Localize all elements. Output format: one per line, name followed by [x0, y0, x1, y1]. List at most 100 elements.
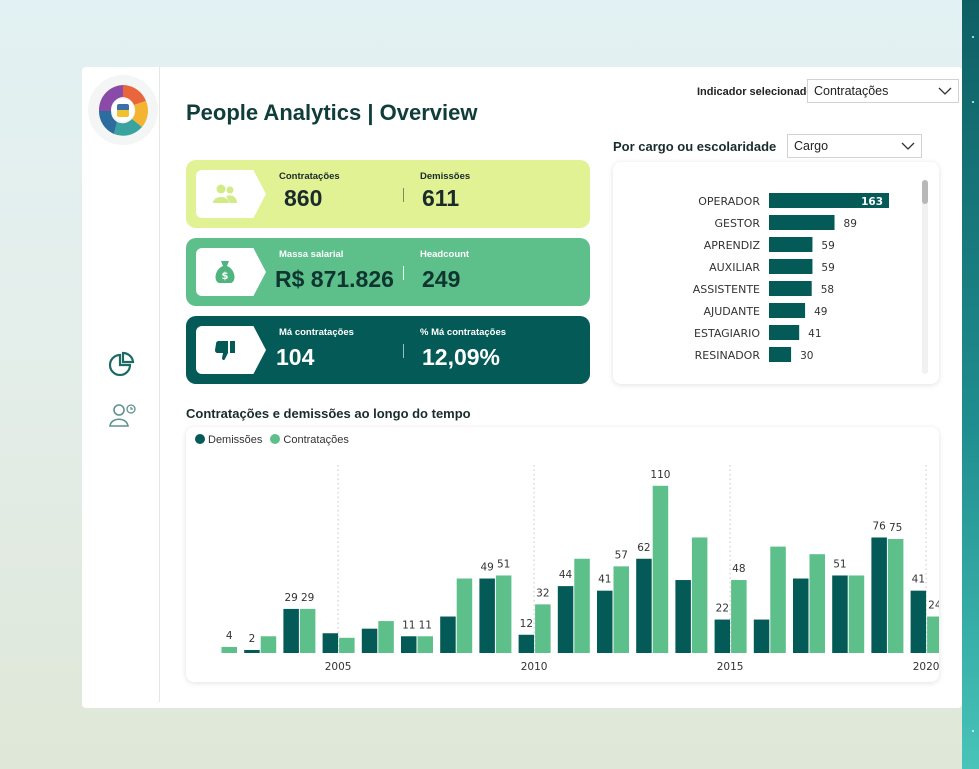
time-chart-legend: Demissões Contratações — [195, 434, 349, 446]
bar-demissoes[interactable] — [557, 586, 574, 653]
bar-contratacoes[interactable] — [887, 539, 904, 653]
bar-contratacoes[interactable] — [652, 485, 669, 653]
bar-demissoes[interactable] — [479, 578, 495, 653]
bar-demissoes[interactable] — [714, 619, 731, 653]
bar-contratacoes[interactable] — [848, 575, 865, 653]
label-demissoes: 51 — [833, 558, 846, 570]
role-bar[interactable] — [769, 237, 813, 252]
bar-demissoes[interactable] — [675, 580, 691, 653]
role-bar-label: 89 — [844, 218, 857, 230]
right-edge-strip — [962, 0, 979, 769]
bar-demissoes[interactable] — [244, 649, 260, 653]
breakdown-label: Por cargo ou escolaridade — [613, 139, 777, 154]
bar-demissoes[interactable] — [910, 590, 927, 653]
kpi-label: % Má contratações — [420, 327, 507, 338]
bar-contratacoes[interactable] — [770, 546, 786, 653]
bar-contratacoes[interactable] — [339, 637, 355, 653]
scrollbar-track[interactable] — [922, 180, 928, 374]
role-bar[interactable] — [769, 325, 800, 340]
role-category-label: ESTAGIARIO — [694, 327, 760, 340]
kpi-card-bad-hires: Má contratações 104 % Má contratações 12… — [186, 316, 590, 384]
bar-demissoes[interactable] — [793, 578, 809, 653]
label-demissoes: 49 — [480, 562, 493, 574]
bar-demissoes[interactable] — [401, 636, 417, 653]
bar-contratacoes[interactable] — [456, 578, 473, 653]
svg-text:$: $ — [222, 271, 229, 282]
bar-contratacoes[interactable] — [809, 554, 826, 653]
role-bar[interactable] — [769, 347, 792, 362]
bar-contratacoes[interactable] — [574, 558, 590, 653]
label-contratacoes: 110 — [650, 469, 670, 481]
kpi-divider — [403, 188, 404, 202]
role-bar-chart: OPERADOR 163 GESTOR 89 APRENDIZ 59 AUXILIAR 59 A… — [693, 180, 928, 374]
kpi-badge: $ — [196, 248, 266, 296]
kpi-value: 249 — [422, 266, 461, 292]
thumbs-down-icon — [215, 341, 235, 361]
role-category-label: RESINADOR — [695, 349, 761, 362]
role-bar[interactable] — [769, 215, 835, 230]
kpi-label: Contratações — [279, 171, 340, 182]
bar-demissoes[interactable] — [440, 616, 456, 653]
bar-demissoes[interactable] — [871, 537, 887, 653]
bar-contratacoes[interactable] — [299, 608, 316, 653]
label-demissoes: 29 — [284, 592, 297, 604]
pie-chart-icon[interactable] — [108, 350, 135, 383]
role-bar-label: 49 — [814, 306, 827, 318]
bar-contratacoes[interactable] — [378, 621, 394, 653]
bar-demissoes[interactable] — [361, 628, 378, 653]
role-bar[interactable] — [769, 193, 889, 208]
label-contratacoes: 51 — [497, 558, 510, 570]
user-history-icon[interactable] — [109, 402, 137, 433]
role-bar-label: 41 — [808, 328, 821, 340]
role-category-label: AJUDANTE — [703, 305, 760, 318]
bar-contratacoes[interactable] — [535, 604, 551, 653]
label-contratacoes: 11 — [419, 619, 432, 631]
role-category-label: ASSISTENTE — [693, 283, 760, 296]
kpi-value: 104 — [276, 344, 315, 370]
bar-contratacoes[interactable] — [260, 636, 277, 653]
scrollbar-thumb[interactable] — [922, 180, 928, 204]
bar-contratacoes[interactable] — [691, 537, 708, 653]
kpi-label: Headcount — [420, 249, 470, 260]
role-bar-label: 163 — [861, 196, 883, 208]
kpi-card-hiring: Contratações 860 Demissões 611 — [186, 160, 590, 228]
bar-demissoes[interactable] — [636, 558, 652, 653]
kpi-value: 611 — [422, 185, 460, 211]
x-tick-label: 2010 — [521, 661, 548, 673]
bar-contratacoes[interactable] — [731, 580, 747, 653]
role-bar-label: 30 — [800, 350, 813, 362]
bar-demissoes[interactable] — [597, 590, 613, 653]
legend-item-demissoes[interactable]: Demissões — [195, 434, 262, 446]
bar-contratacoes[interactable] — [613, 566, 630, 653]
time-chart-title: Contratações e demissões ao longo do tem… — [186, 406, 471, 421]
bar-demissoes[interactable] — [322, 633, 339, 653]
role-bar[interactable] — [769, 259, 813, 274]
kpi-value: 860 — [284, 185, 323, 211]
breakdown-dropdown[interactable]: Cargo — [787, 134, 922, 158]
bar-contratacoes[interactable] — [417, 636, 434, 653]
label-contratacoes: 29 — [301, 592, 314, 604]
label-demissoes: 12 — [520, 618, 533, 630]
role-bar[interactable] — [769, 281, 812, 296]
label-demissoes: 62 — [637, 542, 650, 554]
kpi-divider — [403, 266, 404, 280]
kpi-card-salary: $ Massa salarial R$ 871.826 Headcount 24… — [186, 238, 590, 306]
role-category-label: OPERADOR — [698, 195, 760, 208]
bar-demissoes[interactable] — [753, 619, 770, 653]
kpi-label: Má contratações — [279, 327, 354, 338]
bar-demissoes[interactable] — [518, 634, 535, 653]
kpi-divider — [403, 344, 404, 358]
bar-demissoes[interactable] — [832, 575, 848, 653]
role-bar[interactable] — [769, 303, 806, 318]
page-title: People Analytics | Overview — [186, 100, 478, 125]
bar-demissoes[interactable] — [283, 608, 299, 653]
label-demissoes: 76 — [872, 520, 886, 532]
legend-item-contratacoes[interactable]: Contratações — [270, 434, 349, 446]
bar-contratacoes[interactable] — [495, 575, 512, 653]
x-tick-label: 2005 — [325, 661, 352, 673]
label-contratacoes: 75 — [889, 522, 902, 534]
bar-contratacoes[interactable] — [221, 646, 238, 653]
indicator-dropdown[interactable]: Contratações — [807, 79, 959, 103]
people-icon — [213, 184, 237, 203]
bar-contratacoes[interactable] — [927, 616, 943, 653]
